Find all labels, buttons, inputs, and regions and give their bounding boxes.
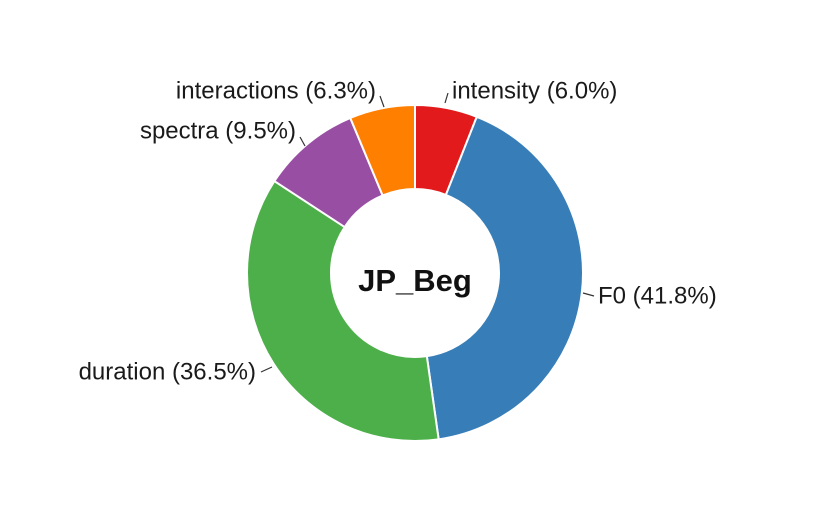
slice-label-duration: duration (36.5%) — [79, 358, 256, 385]
leader-line-intensity — [444, 92, 449, 104]
donut-slice-duration — [246, 179, 440, 442]
donut-slices — [246, 103, 584, 442]
chart-center-label: JP_Beg — [358, 263, 472, 298]
donut-slice-interactions — [348, 103, 416, 197]
leader-line-f0 — [582, 292, 595, 297]
slice-label-interactions: interactions (6.3%) — [176, 77, 376, 104]
donut-slice-f0 — [425, 115, 584, 441]
leader-line-duration — [260, 366, 273, 373]
slice-labels: intensity (6.0%) F0 (41.8%) duration (36.5… — [79, 77, 717, 385]
slice-label-spectra: spectra (9.5%) — [140, 117, 296, 144]
leader-line-interactions — [379, 95, 385, 108]
label-leader-lines — [260, 92, 595, 373]
leader-line-spectra — [299, 136, 306, 147]
slice-label-f0: F0 (41.8%) — [598, 282, 717, 309]
slice-label-intensity: intensity (6.0%) — [452, 77, 617, 104]
